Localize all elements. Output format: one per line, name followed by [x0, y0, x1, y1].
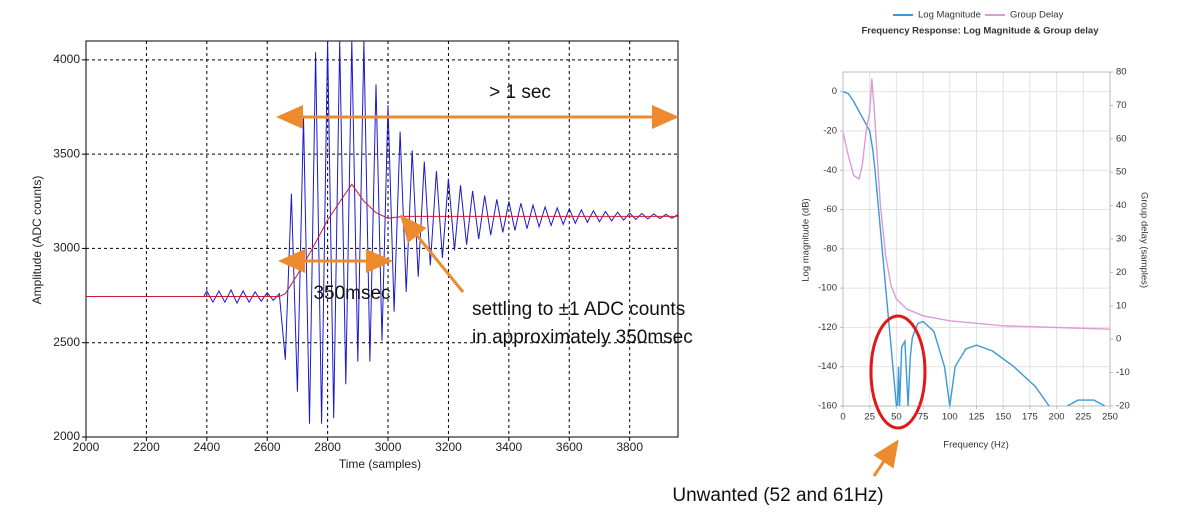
y-tick-label: 2000 — [53, 429, 80, 443]
frequency-response-chart: 0 25 50 75 100 125 150 175 200 225 250-160-140-120… — [672, 10, 1149, 507]
x-axis-label: Frequency (Hz) — [943, 440, 1008, 451]
highlight-ellipse — [869, 314, 927, 430]
y2-tick-label: 20 — [1116, 267, 1127, 278]
y-tick-label: -60 — [823, 204, 837, 215]
x-tick-label: 100 — [942, 412, 958, 423]
y2-tick-label: 0 — [1116, 334, 1121, 345]
annotation: Unwanted (52 and 61Hz) — [672, 485, 883, 506]
y-tick-label: -20 — [823, 125, 837, 136]
x-tick-label: 75 — [918, 412, 929, 423]
annotation: in approximately 350msec — [472, 327, 693, 348]
y2-tick-label: 60 — [1116, 133, 1127, 144]
y-tick-label: -80 — [823, 243, 837, 254]
y2-tick-label: 30 — [1116, 234, 1127, 245]
x-tick-label: 50 — [891, 412, 902, 423]
y-axis-label: Amplitude (ADC counts) — [30, 176, 44, 305]
x-tick-label: 2400 — [193, 440, 220, 454]
x-tick-label: 3000 — [375, 440, 402, 454]
y2-tick-label: 70 — [1116, 100, 1127, 111]
y2-tick-label: -20 — [1116, 401, 1130, 412]
y-tick-label: -40 — [823, 165, 837, 176]
annotation: 350msec — [313, 283, 390, 304]
x-tick-label: 2000 — [73, 440, 100, 454]
data-line — [86, 183, 678, 297]
y2-tick-label: 40 — [1116, 200, 1127, 211]
y-tick-label: 3000 — [53, 241, 80, 255]
data-line — [843, 78, 1110, 330]
x-tick-label: 2600 — [254, 440, 281, 454]
arrow — [872, 439, 899, 477]
annotation-arrows — [276, 105, 899, 477]
legend-label: Log Magnitude — [918, 10, 981, 21]
data-line — [86, 41, 678, 424]
y-tick-label: 0 — [832, 86, 837, 97]
y2-tick-label: -10 — [1116, 367, 1130, 378]
plot-frame — [85, 40, 679, 438]
x-tick-label: 25 — [864, 412, 875, 423]
annotation: > 1 sec — [489, 82, 551, 103]
x-tick-label: 2200 — [133, 440, 160, 454]
x-tick-label: 3800 — [616, 440, 643, 454]
x-tick-label: 3200 — [435, 440, 462, 454]
x-axis-label: Time (samples) — [339, 457, 421, 471]
x-tick-label: 3400 — [496, 440, 523, 454]
y2-axis-label: Group delay (samples) — [1138, 192, 1149, 288]
legend-label: Group Delay — [1010, 10, 1064, 21]
y-tick-label: -160 — [818, 401, 837, 412]
x-tick-label: 225 — [1075, 412, 1091, 423]
x-tick-label: 175 — [1022, 412, 1038, 423]
x-tick-label: 0 — [840, 412, 845, 423]
x-tick-label: 125 — [969, 412, 985, 423]
step-response-chart: 2000 2200 2400 2600 2800 3000 3200 3400 3600 3800… — [30, 40, 693, 471]
x-tick-label: 250 — [1102, 412, 1118, 423]
arrow — [400, 214, 465, 293]
y-tick-label: 3500 — [53, 146, 80, 160]
x-tick-label: 3600 — [556, 440, 583, 454]
y2-tick-label: 50 — [1116, 167, 1127, 178]
data-line — [843, 90, 1106, 406]
y-tick-label: -140 — [818, 361, 837, 372]
y2-tick-label: 80 — [1116, 67, 1127, 78]
x-tick-label: 2800 — [314, 440, 341, 454]
x-tick-label: 150 — [995, 412, 1011, 423]
y-tick-label: 4000 — [53, 52, 80, 66]
y2-tick-label: 10 — [1116, 300, 1127, 311]
annotation: settling to ±1 ADC counts — [472, 299, 685, 320]
y-tick-label: -100 — [818, 283, 837, 294]
y-axis-label: Log magnitude (dB) — [801, 198, 812, 281]
x-tick-label: 200 — [1049, 412, 1065, 423]
y-tick-label: 2500 — [53, 335, 80, 349]
chart-title: Frequency Response: Log Magnitude & Grou… — [862, 26, 1100, 37]
y-tick-label: -120 — [818, 322, 837, 333]
